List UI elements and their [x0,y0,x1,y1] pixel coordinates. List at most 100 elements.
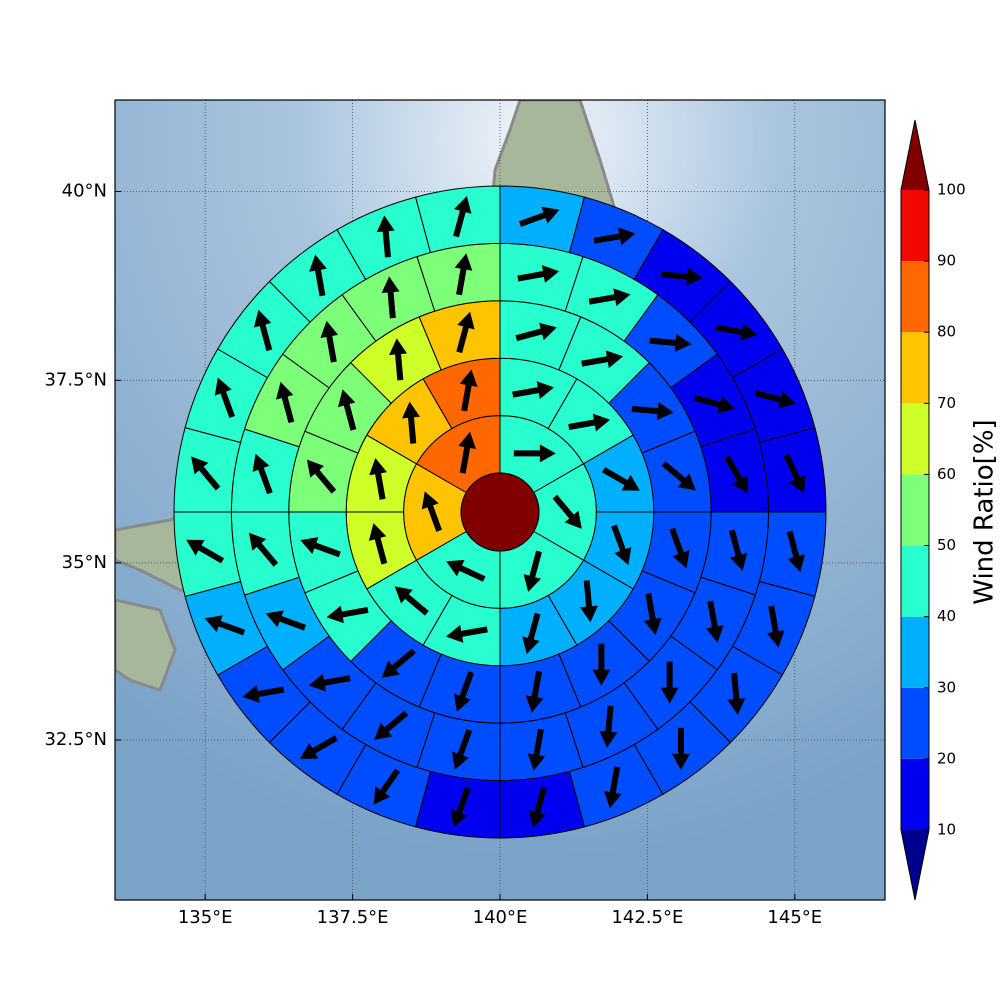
wind-arrow [786,530,806,573]
colorbar-bin [901,687,929,759]
wind-arrow [369,457,387,500]
wind-arrow [754,390,796,409]
wind-arrow [451,729,473,770]
axis-ticks: 135°E 137.5°E 140°E 142.5°E 145°E 32.5°N 35°N 3… [44,181,822,928]
wind-arrow [552,494,582,529]
wind-arrow [715,323,758,341]
wind-arrow [643,593,662,636]
colorbar-tick-label: 30 [937,678,956,696]
polar-cells [173,185,827,839]
colorbar-tick-label: 70 [937,394,956,412]
colorbar-extend-over [901,120,929,190]
wind-arrow [376,215,395,258]
wind-arrow [568,413,611,432]
wind-arrow [603,766,622,809]
colorbar-bin [901,545,929,617]
colorbar: 10 20 30 40 50 60 70 80 90 100 [900,119,966,901]
colorbar-tick-label: 80 [937,323,956,341]
colorbar-bin [901,758,929,830]
wind-arrow [783,453,806,494]
x-tick-label: 135°E [178,907,233,928]
wind-arrow [248,532,279,567]
colorbar-bin [901,332,929,404]
colorbar-bin [901,616,929,688]
wind-arrow [513,444,556,463]
wind-arrow [671,727,690,770]
colorbar-bin [901,190,929,262]
wind-arrow [450,786,471,828]
wind-arrow [191,456,221,491]
wind-arrow [588,288,631,307]
colorbar-label: Wind Ratio[%] [970,419,1000,604]
colorbar-bin [901,403,929,475]
colorbar-tick-label: 10 [937,821,956,839]
wind-arrow [581,350,624,369]
wind-arrow [527,728,546,771]
wind-arrow [299,735,338,759]
wind-arrow [445,625,488,643]
wind-arrow [515,322,557,342]
wind-arrow [204,615,246,636]
wind-arrow [402,401,420,444]
wind-arrow [525,670,544,713]
wind-arrow [611,524,632,566]
wind-arrow [660,267,703,286]
wind-arrow [306,459,337,494]
colorbar-tick-label: 20 [937,749,956,767]
wind-arrow [599,705,618,748]
wind-arrow [456,311,475,354]
wind-arrow [580,580,598,623]
wind-arrow [186,539,225,564]
wind-arrow [661,461,696,491]
wind-arrow [276,381,295,424]
wind-arrow [421,491,442,532]
wind-arrow [512,381,555,399]
y-tick-label: 40°N [62,181,107,202]
wind-arrow [528,786,547,829]
wind-arrow [338,389,357,431]
wind-arrow [368,523,388,565]
colorbar-bin [901,261,929,333]
wind-arrow [728,529,748,571]
wind-arrow [631,402,674,421]
wind-arrow [252,453,273,495]
wind-arrow [300,537,341,558]
y-tick-label: 37.5°N [44,369,107,390]
wind-arrow [394,586,429,616]
wind-arrow [389,338,408,381]
wind-arrow [459,369,478,412]
center-cell [460,472,540,552]
wind-arrow [649,333,692,352]
colorbar-bin [901,474,929,546]
colorbar-tick-label: 40 [937,607,956,625]
wind-arrow [593,227,636,246]
land-shikoku [115,598,177,692]
wind-arrow [326,605,369,624]
y-tick-label: 35°N [62,552,107,573]
colorbar-tick-label: 60 [937,465,956,483]
wind-arrow [373,768,401,805]
wind-arrow [592,643,611,686]
wind-arrow [523,550,542,592]
wind-arrow [253,309,273,352]
map [115,100,885,900]
wind-arrow [320,320,339,363]
wind-arrow [522,612,541,655]
wind-arrow [214,377,235,419]
wind-arrow [724,455,748,494]
colorbar-extend-under [901,830,929,900]
wind-arrow [602,467,640,491]
wind-arrow [453,195,472,238]
wind-arrow [446,559,486,582]
arrows [186,195,806,829]
wind-arrow [265,610,307,631]
wind-arrow [374,710,409,740]
wind-arrow [693,395,736,414]
wind-arrow [669,527,690,569]
x-tick-label: 145°E [767,907,822,928]
wind-arrow [766,605,785,648]
wind-arrow [518,206,560,227]
wind-arrow [517,265,560,283]
x-tick-label: 140°E [473,907,528,928]
